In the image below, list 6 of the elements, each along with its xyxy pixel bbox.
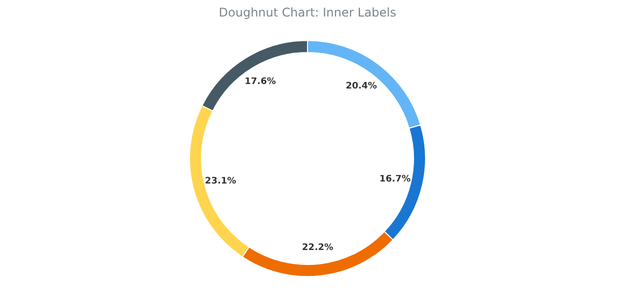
chart-title: Doughnut Chart: Inner Labels — [218, 6, 396, 20]
data-label: 16.7% — [379, 174, 411, 185]
data-label: 23.1% — [204, 176, 236, 187]
data-label: 17.6% — [244, 76, 276, 87]
data-label: 22.2% — [302, 242, 334, 253]
data-label: 20.4% — [346, 81, 377, 92]
